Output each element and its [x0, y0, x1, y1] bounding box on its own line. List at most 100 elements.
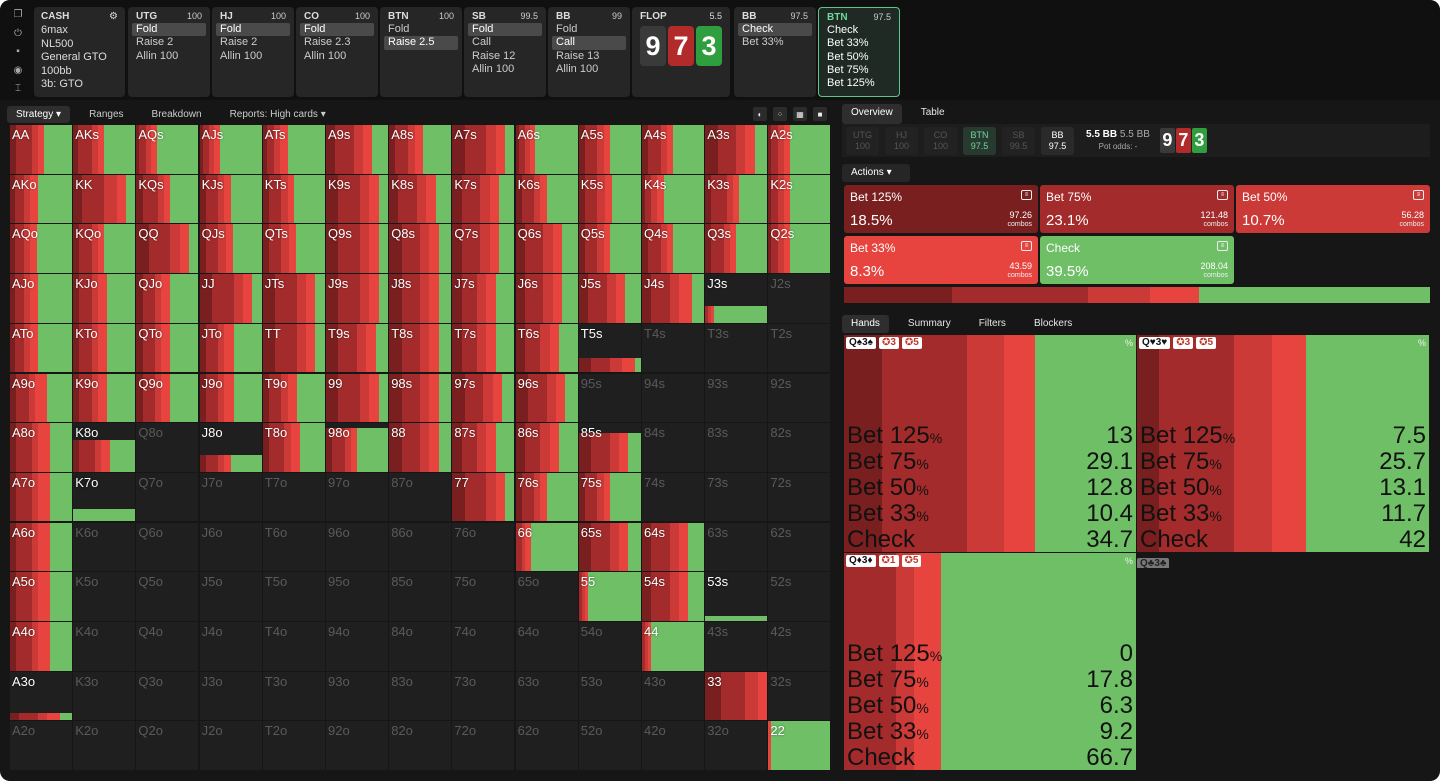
hand-cell-97s[interactable]: 97s [452, 373, 515, 422]
hand-cell-Q6o[interactable]: Q6o [136, 522, 199, 572]
gamepad-icon[interactable]: ◉ [13, 64, 23, 76]
hand-cell-KK[interactable]: KK [73, 174, 136, 224]
hand-cell-92o[interactable]: 92o [326, 721, 388, 770]
hand-cell-T4o[interactable]: T4o [262, 622, 325, 671]
hand-cell-32o[interactable]: 32o [705, 721, 768, 770]
action-option[interactable]: Fold [300, 23, 374, 37]
hand-cell-A4o[interactable]: A4o [10, 622, 72, 671]
hand-cell-K6o[interactable]: K6o [73, 522, 136, 572]
hand-cell-75s[interactable]: 75s [578, 472, 641, 522]
hand-cell-A5s[interactable]: A5s [578, 125, 641, 174]
player-card-hj[interactable]: HJ 100 Fold Raise 2 Allin 100 [212, 7, 294, 97]
hand-cell-33[interactable]: 33 [705, 671, 768, 721]
hand-cell-T7o[interactable]: T7o [262, 472, 325, 522]
cursor-icon[interactable]: ⌶ [15, 83, 21, 94]
hand-cell-Q4s[interactable]: Q4s [642, 224, 704, 273]
hand-cell-86o[interactable]: 86o [389, 522, 452, 572]
postflop-card-btn[interactable]: BTN 97.5 Check Bet 33% Bet 50% Bet 75% Bet 125… [818, 7, 900, 97]
hand-detail-1[interactable]: Q♥3♥ ✪3 ✪5% Bet 125% 7.5 Bet 75% 25.7 Bet 50% 13… [1137, 335, 1429, 552]
action-option[interactable]: Allin 100 [556, 62, 599, 75]
action-option[interactable]: Bet 33% [827, 37, 869, 50]
hand-cell-KJs[interactable]: KJs [199, 174, 262, 224]
square-icon[interactable]: ■ [813, 107, 827, 121]
hand-cell-J3o[interactable]: J3o [199, 671, 262, 721]
action-box-bet33[interactable]: Bet 33% ≡ 8.3% 43.59 combos [844, 236, 1038, 284]
action-option[interactable]: Fold [556, 23, 578, 35]
hand-cell-52o[interactable]: 52o [578, 721, 641, 770]
hand-cell-JTs[interactable]: JTs [262, 274, 325, 323]
hand-cell-A2o[interactable]: A2o [10, 721, 72, 770]
hand-cell-T4s[interactable]: T4s [642, 323, 704, 373]
hand-cell-AJs[interactable]: AJs [199, 125, 262, 174]
action-option[interactable]: Raise 2 [220, 36, 258, 49]
hand-cell-K5o[interactable]: K5o [73, 572, 136, 621]
hand-cell-76s[interactable]: 76s [515, 472, 578, 522]
hand-cell-Q7s[interactable]: Q7s [452, 224, 515, 273]
hand-cell-J7s[interactable]: J7s [452, 274, 515, 323]
gear-icon[interactable]: ⚙ [109, 11, 118, 22]
hand-cell-J9o[interactable]: J9o [199, 373, 262, 422]
hand-cell-AKs[interactable]: AKs [73, 125, 136, 174]
save-icon[interactable]: ▪ [16, 46, 20, 57]
note-icon[interactable]: ≡ [1021, 241, 1032, 251]
action-option[interactable]: Raise 13 [556, 49, 600, 62]
action-option[interactable]: Raise 12 [472, 49, 516, 62]
hand-cell-T6o[interactable]: T6o [262, 522, 325, 572]
hand-cell-53s[interactable]: 53s [705, 572, 768, 621]
hand-cell-A8s[interactable]: A8s [389, 125, 452, 174]
hand-cell-95o[interactable]: 95o [326, 572, 388, 621]
hand-cell-84s[interactable]: 84s [642, 423, 704, 472]
hand-cell-K9s[interactable]: K9s [326, 174, 388, 224]
hand-cell-T3o[interactable]: T3o [262, 671, 325, 721]
hand-cell-98s[interactable]: 98s [389, 373, 452, 422]
hand-cell-A8o[interactable]: A8o [10, 423, 72, 472]
note-icon[interactable]: ≡ [1217, 190, 1228, 200]
hand-cell-K3s[interactable]: K3s [705, 174, 768, 224]
hand-cell-T2o[interactable]: T2o [262, 721, 325, 770]
hand-cell-43s[interactable]: 43s [705, 622, 768, 671]
hand-cell-94s[interactable]: 94s [642, 373, 704, 422]
hand-cell-77[interactable]: 77 [452, 472, 515, 522]
hand-cell-A7o[interactable]: A7o [10, 472, 72, 522]
hand-cell-99[interactable]: 99 [326, 373, 388, 422]
hand-cell-A3s[interactable]: A3s [705, 125, 768, 174]
grid-small-icon[interactable]: ⁘ [773, 107, 787, 121]
tab-reports[interactable]: Reports: High cards ▾ [221, 106, 335, 123]
hand-cell-22[interactable]: 22 [768, 721, 831, 770]
hand-cell-KJo[interactable]: KJo [73, 274, 136, 323]
note-icon[interactable]: ≡ [1021, 190, 1032, 200]
hand-cell-A9o[interactable]: A9o [10, 373, 72, 422]
action-box-check[interactable]: Check ≡ 39.5% 208.04 combos [1040, 236, 1234, 284]
hand-cell-JTo[interactable]: JTo [199, 323, 262, 373]
player-card-utg[interactable]: UTG 100 Fold Raise 2 Allin 100 [128, 7, 210, 97]
hand-cell-KQo[interactable]: KQo [73, 224, 136, 273]
hand-cell-K2s[interactable]: K2s [768, 174, 831, 224]
hand-cell-J6o[interactable]: J6o [199, 522, 262, 572]
action-option[interactable]: Allin 100 [220, 49, 263, 62]
hand-cell-Q4o[interactable]: Q4o [136, 622, 199, 671]
tab-filters[interactable]: Filters [978, 318, 1006, 329]
action-option[interactable]: Fold [468, 23, 542, 37]
hand-cell-AQo[interactable]: AQo [10, 224, 72, 273]
hand-cell-J7o[interactable]: J7o [199, 472, 262, 522]
hand-cell-KTo[interactable]: KTo [73, 323, 136, 373]
hand-cell-54s[interactable]: 54s [642, 572, 704, 621]
hand-cell-42s[interactable]: 42s [768, 622, 831, 671]
hand-cell-72s[interactable]: 72s [768, 472, 831, 522]
hand-cell-98o[interactable]: 98o [326, 423, 388, 472]
hand-cell-T5s[interactable]: T5s [578, 323, 641, 373]
hand-cell-53o[interactable]: 53o [578, 671, 641, 721]
game-info-card[interactable]: CASH ⚙ 6max NL500 General GTO 100bb 3b: GTO [34, 7, 125, 97]
hand-cell-Q5s[interactable]: Q5s [578, 224, 641, 273]
hand-cell-82s[interactable]: 82s [768, 423, 831, 472]
hand-cell-AKo[interactable]: AKo [10, 174, 72, 224]
hand-cell-73o[interactable]: 73o [452, 671, 515, 721]
hand-cell-J8o[interactable]: J8o [199, 423, 262, 472]
hand-cell-J6s[interactable]: J6s [515, 274, 578, 323]
seat-hj[interactable]: HJ 100 [885, 126, 918, 155]
hand-cell-63o[interactable]: 63o [515, 671, 578, 721]
hand-cell-J5o[interactable]: J5o [199, 572, 262, 621]
action-option[interactable]: Check [827, 24, 859, 36]
seat-sb[interactable]: SB 99.5 [1002, 126, 1035, 155]
hand-cell-85o[interactable]: 85o [389, 572, 452, 621]
